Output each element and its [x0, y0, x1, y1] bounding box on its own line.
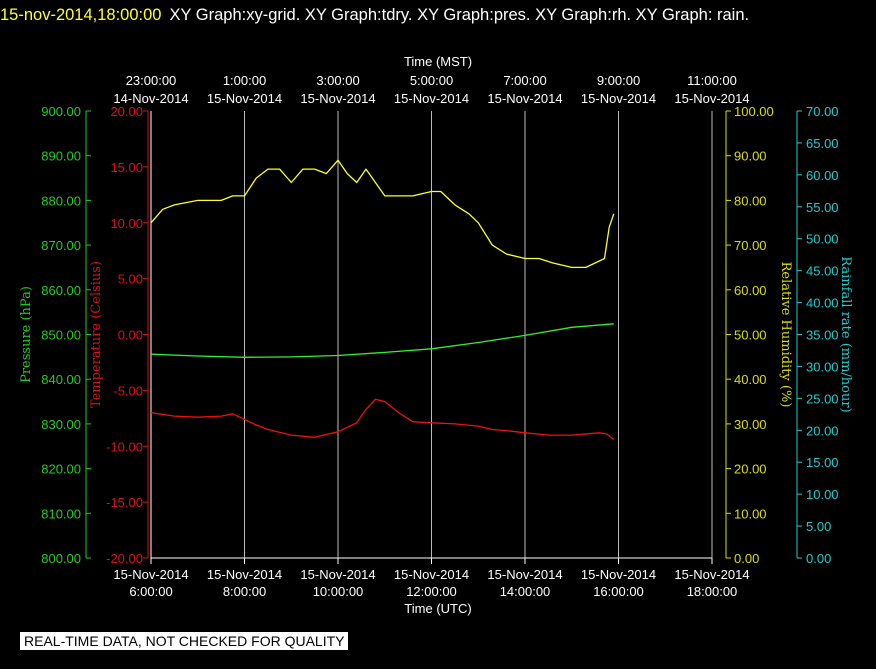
timestamp: 15-nov-2014,18:00:00 [0, 6, 162, 24]
top-tick-date: 15-Nov-2014 [207, 91, 282, 106]
pressure-tick-label: 800.00 [41, 551, 81, 566]
pressure-tick-label: 850.00 [41, 328, 81, 343]
rainfall-tick-label: 10.00 [806, 487, 839, 502]
top-tick-date: 15-Nov-2014 [674, 91, 749, 106]
humidity-tick-label: 60.00 [734, 283, 767, 298]
x-tick-date: 15-Nov-2014 [674, 567, 749, 582]
rainfall-tick-label: 30.00 [806, 359, 839, 374]
humidity-tick-label: 30.00 [734, 417, 767, 432]
humidity-tick-label: 0.00 [734, 551, 759, 566]
temperature-tick-label: 20.00 [110, 104, 143, 119]
humidity-tick-label: 90.00 [734, 149, 767, 164]
x-tick-time: 12:00:00 [406, 584, 457, 599]
x-tick-time: 10:00:00 [313, 584, 364, 599]
pressure-tick-label: 810.00 [41, 506, 81, 521]
rainfall-tick-label: 35.00 [806, 328, 839, 343]
rainfall-tick-label: 15.00 [806, 455, 839, 470]
pressure-tick-label: 890.00 [41, 149, 81, 164]
top-tick-date: 15-Nov-2014 [581, 91, 656, 106]
pressure-tick-label: 830.00 [41, 417, 81, 432]
x-tick-time: 14:00:00 [500, 584, 551, 599]
rainfall-tick-label: 40.00 [806, 296, 839, 311]
rainfall-tick-label: 25.00 [806, 391, 839, 406]
top-tick-time: 23:00:00 [126, 73, 177, 88]
temperature-axis-title: Temperature (Celsius) [89, 261, 104, 408]
rainfall-axis-title: Rainfall rate (mm/hour) [838, 256, 853, 412]
x-tick-time: 18:00:00 [687, 584, 738, 599]
top-tick-date: 15-Nov-2014 [487, 91, 562, 106]
x-tick-date: 15-Nov-2014 [207, 567, 282, 582]
rainfall-tick-label: 45.00 [806, 264, 839, 279]
x-tick-date: 15-Nov-2014 [487, 567, 562, 582]
top-tick-date: 14-Nov-2014 [113, 91, 188, 106]
humidity-tick-label: 40.00 [734, 372, 767, 387]
humidity-tick-label: 10.00 [734, 506, 767, 521]
x-tick-time: 16:00:00 [593, 584, 644, 599]
humidity-series-line [150, 159, 615, 269]
pressure-series-line [150, 323, 614, 358]
pressure-tick-label: 820.00 [41, 462, 81, 477]
humidity-tick-label: 80.00 [734, 193, 767, 208]
rainfall-tick-label: 50.00 [806, 232, 839, 247]
x-tick-date: 15-Nov-2014 [113, 567, 188, 582]
top-tick-time: 5:00:00 [410, 73, 453, 88]
humidity-tick-label: 100.00 [734, 104, 774, 119]
temperature-tick-label: -5.00 [113, 383, 143, 398]
pressure-tick-label: 870.00 [41, 238, 81, 253]
temperature-series-line [150, 398, 615, 441]
pressure-tick-label: 860.00 [41, 283, 81, 298]
rainfall-tick-label: 55.00 [806, 200, 839, 215]
temperature-tick-label: 15.00 [110, 160, 143, 175]
x-tick-date: 15-Nov-2014 [300, 567, 375, 582]
x-tick-date: 15-Nov-2014 [394, 567, 469, 582]
top-axis-label: Time (MST) [404, 54, 472, 69]
humidity-tick-label: 70.00 [734, 238, 767, 253]
rainfall-tick-label: 65.00 [806, 136, 839, 151]
top-tick-time: 9:00:00 [597, 73, 640, 88]
quality-note: REAL-TIME DATA, NOT CHECKED FOR QUALITY [20, 632, 349, 650]
humidity-tick-label: 50.00 [734, 328, 767, 343]
graph-list: XY Graph:xy-grid. XY Graph:tdry. XY Grap… [169, 6, 750, 24]
x-tick-date: 15-Nov-2014 [581, 567, 656, 582]
temperature-tick-label: -10.00 [106, 439, 143, 454]
top-tick-time: 1:00:00 [223, 73, 266, 88]
rainfall-tick-label: 60.00 [806, 168, 839, 183]
graph-title: 15-nov-2014,18:00:00 XY Graph:xy-grid. XY… [0, 0, 876, 30]
humidity-axis-title: Relative Humidity (%) [778, 262, 793, 408]
temperature-tick-label: -15.00 [106, 495, 143, 510]
temperature-tick-label: 0.00 [118, 328, 143, 343]
pressure-axis-title: Pressure (hPa) [19, 286, 34, 383]
temperature-tick-label: 10.00 [110, 216, 143, 231]
temperature-tick-label: 5.00 [118, 272, 143, 287]
rainfall-tick-label: 20.00 [806, 423, 839, 438]
top-tick-date: 15-Nov-2014 [300, 91, 375, 106]
pressure-tick-label: 840.00 [41, 372, 81, 387]
top-tick-time: 11:00:00 [687, 73, 737, 88]
top-tick-time: 7:00:00 [503, 73, 546, 88]
x-tick-time: 8:00:00 [223, 584, 266, 599]
rainfall-tick-label: 5.00 [806, 519, 831, 534]
pressure-tick-label: 880.00 [41, 193, 81, 208]
humidity-tick-label: 20.00 [734, 462, 767, 477]
rainfall-tick-label: 0.00 [806, 551, 831, 566]
pressure-tick-label: 900.00 [41, 104, 81, 119]
bottom-axis-label: Time (UTC) [404, 601, 471, 616]
rainfall-tick-label: 70.00 [806, 104, 839, 119]
x-tick-time: 6:00:00 [129, 584, 172, 599]
temperature-tick-label: -20.00 [106, 551, 143, 566]
top-tick-time: 3:00:00 [316, 73, 359, 88]
top-tick-date: 15-Nov-2014 [394, 91, 469, 106]
